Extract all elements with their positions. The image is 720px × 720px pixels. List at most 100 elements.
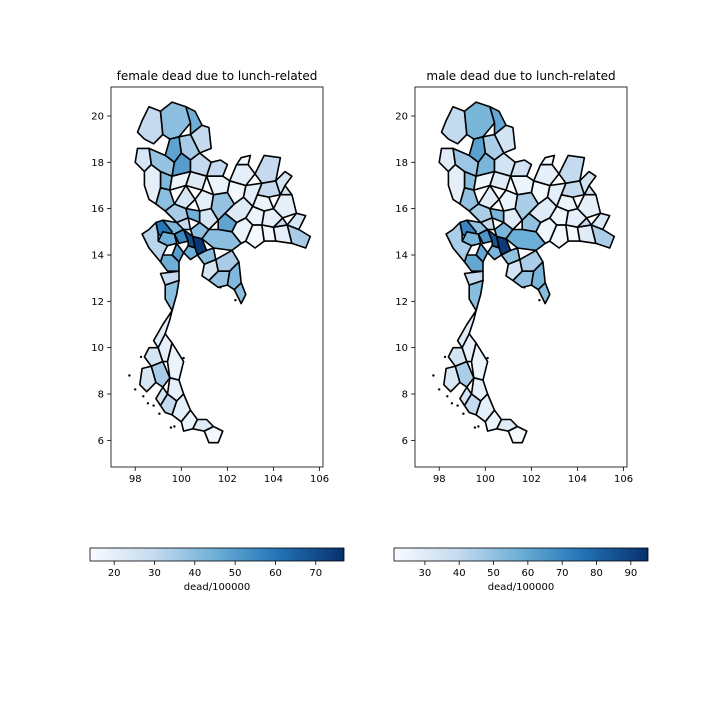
y-tick-label: 16 (91, 204, 104, 215)
colorbar-tick-label: 20 (108, 568, 121, 579)
island-dot (173, 425, 176, 428)
province-region (558, 154, 586, 184)
island-dot (473, 426, 477, 429)
province-region (440, 105, 468, 145)
colorbar-tick-label: 70 (309, 568, 322, 579)
island-dot (169, 426, 173, 429)
province-region (507, 425, 528, 444)
island-dot (450, 402, 454, 405)
island-dot (438, 388, 441, 391)
colorbar-tick-label: 30 (148, 568, 161, 579)
island-dot (146, 402, 150, 405)
island-dot (134, 388, 137, 391)
island-dot (523, 286, 526, 289)
province-region (500, 247, 521, 266)
colorbar-frame-male (393, 547, 649, 562)
island-dot (443, 355, 447, 359)
y-axis-female: 6 8 10 12 14 16 18 20 (91, 111, 111, 447)
y-tick-label: 10 (91, 343, 104, 354)
province-region (579, 170, 597, 196)
map-panel-female: female dead due to lunch-related 98 100 10… (91, 69, 329, 485)
colorbar-tick-label: 80 (590, 568, 603, 579)
province-region (233, 282, 247, 305)
province-region (189, 124, 212, 154)
y-tick-label: 6 (402, 436, 408, 447)
colorbar-tick-label: 40 (453, 568, 466, 579)
colorbar-label-female: dead/100000 (184, 582, 251, 593)
province-region (254, 154, 282, 184)
province-region (493, 124, 516, 154)
y-tick-label: 18 (395, 158, 408, 169)
province-region (201, 228, 242, 252)
y-tick-label: 20 (91, 111, 104, 122)
island-dot (477, 425, 480, 428)
colorbar-gradient-female (90, 548, 344, 561)
colorbar-female: 20 30 40 50 60 70 dead/100000 (89, 547, 345, 593)
x-tick-label: 106 (310, 474, 329, 485)
province-region (235, 154, 252, 166)
y-tick-label: 8 (98, 390, 104, 401)
province-region (509, 175, 535, 196)
panel-title-male: male dead due to lunch-related (426, 69, 615, 83)
province-region (445, 221, 473, 263)
province-region (182, 244, 199, 261)
y-tick-label: 20 (395, 111, 408, 122)
y-tick-label: 14 (91, 250, 104, 261)
province-region (454, 360, 475, 388)
province-region (537, 282, 551, 305)
province-region (228, 163, 256, 187)
x-tick-label: 98 (433, 474, 446, 485)
province-region (164, 279, 180, 312)
island-dot (142, 395, 145, 398)
y-tick-label: 12 (395, 297, 408, 308)
province-region (275, 170, 293, 196)
island-dot (486, 356, 489, 360)
x-tick-label: 98 (129, 474, 142, 485)
y-tick-label: 14 (395, 250, 408, 261)
island-dot (538, 299, 541, 302)
province-region (532, 163, 560, 187)
map-frame-female (110, 86, 324, 468)
x-tick-label: 102 (522, 474, 541, 485)
map-frame-male (414, 86, 628, 468)
y-axis-male: 6 8 10 12 14 16 18 20 (395, 111, 415, 447)
island-dot (462, 412, 465, 415)
colorbar-tick-label: 60 (269, 568, 282, 579)
province-region (470, 342, 489, 381)
province-region (590, 212, 611, 231)
province-region (196, 247, 217, 266)
province-region (205, 159, 229, 177)
x-tick-label: 100 (172, 474, 191, 485)
island-dot (182, 356, 185, 360)
province-region (141, 221, 169, 263)
island-dot (446, 395, 449, 398)
x-tick-label: 104 (264, 474, 283, 485)
colorbar-ticks-male: 30 40 50 60 70 80 90 (419, 561, 637, 579)
colorbar-frame-female (89, 547, 345, 562)
x-axis-male: 98 100 102 104 106 (433, 467, 633, 485)
province-region (505, 228, 546, 252)
colorbar-label-male: dead/100000 (488, 582, 555, 593)
x-tick-label: 100 (476, 474, 495, 485)
y-tick-label: 10 (395, 343, 408, 354)
y-tick-label: 16 (395, 204, 408, 215)
province-region (463, 393, 482, 416)
island-dot (128, 374, 131, 377)
x-tick-label: 102 (218, 474, 237, 485)
y-tick-label: 8 (402, 390, 408, 401)
colorbar-male: 30 40 50 60 70 80 90 dead/100000 (393, 547, 649, 593)
colorbar-ticks-female: 20 30 40 50 60 70 (108, 561, 322, 579)
choropleth-regions-female (128, 101, 312, 444)
colorbar-tick-label: 50 (487, 568, 500, 579)
colorbar-gradient-male (394, 548, 648, 561)
island-dot (158, 412, 161, 415)
province-region (539, 154, 556, 166)
province-region (150, 360, 171, 388)
province-region (468, 279, 484, 312)
province-region (139, 365, 157, 393)
island-dot (234, 299, 237, 302)
province-region (166, 342, 185, 381)
x-tick-label: 104 (568, 474, 587, 485)
province-region (443, 365, 461, 393)
